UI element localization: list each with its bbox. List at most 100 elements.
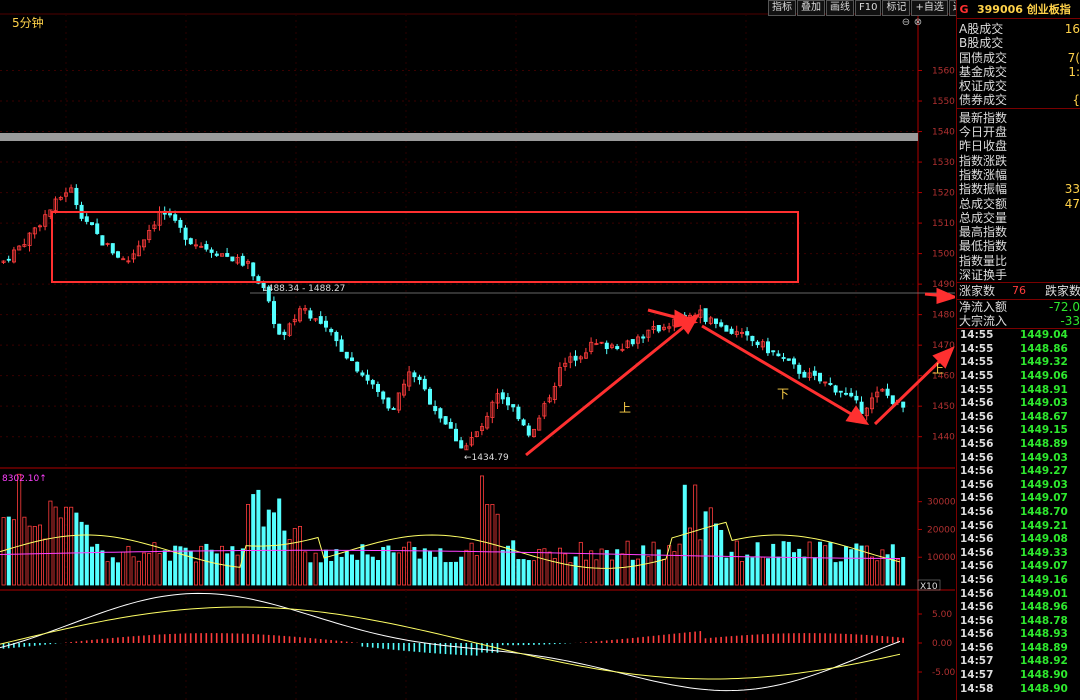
tick-row: 14:56 1449.07 <box>960 560 1068 573</box>
toolbar-overlay-button[interactable]: 叠加 <box>797 0 825 16</box>
candle-body <box>818 372 823 382</box>
price-tick-label: 1540 <box>932 128 955 138</box>
trend-arrows <box>525 287 955 457</box>
panel-row: 今日开盘 <box>959 125 1008 140</box>
toolbar-mark-button[interactable]: 标记 <box>882 0 911 16</box>
volume-bar <box>807 541 812 586</box>
tick-row: 14:56 1449.27 <box>960 465 1068 478</box>
volume-ma-line <box>0 521 901 569</box>
volume-bar <box>636 558 641 586</box>
price-tick-label: 1510 <box>932 219 955 229</box>
candle-body <box>870 397 875 410</box>
candle-body <box>147 229 152 241</box>
volume-bar <box>199 545 204 586</box>
candle-body <box>95 223 100 234</box>
candle-body <box>558 367 563 386</box>
volume-bar <box>147 553 152 586</box>
candle-body <box>266 286 271 302</box>
tick-row: 14:56 1448.89 <box>960 641 1068 654</box>
volume-bar <box>880 549 885 586</box>
candle-body <box>360 372 365 376</box>
volume-bar <box>677 543 682 586</box>
volume-bar <box>381 546 386 586</box>
window-controls: ⊖ ⊗ <box>900 16 924 30</box>
candle-body <box>584 352 589 359</box>
volume-bar <box>760 556 765 586</box>
candle-body <box>282 331 287 336</box>
candle-body <box>495 393 500 404</box>
volume-bar <box>53 506 58 586</box>
volume-bar <box>630 559 635 586</box>
tick-row: 14:56 1449.03 <box>960 451 1068 464</box>
candle-body <box>199 245 204 248</box>
candle-body <box>776 353 781 357</box>
price-tick-label: 1470 <box>932 341 955 351</box>
panel-row: 总成交额 47 <box>959 196 1080 211</box>
volume-bar <box>771 543 776 586</box>
candle-body <box>781 357 786 359</box>
candle-body <box>11 249 16 263</box>
volume-bar <box>188 550 193 586</box>
candle-body <box>636 336 641 344</box>
volume-bar <box>781 541 786 586</box>
close-icon[interactable]: ⊗ <box>913 17 923 28</box>
volume-bar <box>526 560 531 586</box>
candle-body <box>708 317 713 324</box>
index-title: 399006 创业板指 <box>977 3 1071 16</box>
period-label: 5分钟 <box>12 15 44 30</box>
volume-bar <box>95 543 100 586</box>
tick-row: 14:56 1449.15 <box>960 424 1068 437</box>
candle-body <box>323 320 328 328</box>
toolbar-add-watch-button[interactable]: +自选 <box>911 0 948 16</box>
panel-row: 国债成交 7( <box>959 50 1080 65</box>
candle-body <box>152 224 157 229</box>
volume-bar <box>859 545 864 586</box>
volume-bar <box>620 553 625 586</box>
volume-bar <box>682 484 687 586</box>
high-label: 1488.34 - 1488.27 <box>262 284 345 294</box>
price-grid <box>0 70 918 438</box>
candle-body <box>604 342 609 350</box>
tick-row: 14:56 1448.70 <box>960 505 1068 518</box>
volume-bar <box>225 553 230 586</box>
candle-body <box>802 371 807 378</box>
volume-bar <box>495 513 500 586</box>
candle-body <box>277 323 282 335</box>
candle-body <box>859 401 864 414</box>
volume-bar <box>58 517 63 586</box>
volume-bar <box>532 560 537 586</box>
candle-body <box>656 324 661 332</box>
volume-bar <box>266 509 271 586</box>
candle-body <box>219 253 224 257</box>
price-tick-label: 1500 <box>932 250 955 260</box>
volume-bar <box>505 545 510 586</box>
volume-bar <box>38 524 43 586</box>
candle-body <box>573 355 578 361</box>
minimize-icon[interactable]: ⊖ <box>901 17 911 28</box>
kline-chart[interactable]: 1440 1450 1460 1470 1480 1490 1500 1510 1520 1530… <box>0 0 955 700</box>
toolbar-draw-button[interactable]: 画线 <box>826 0 854 16</box>
volume-unit: X10 <box>920 582 938 592</box>
toolbar-indicator-button[interactable]: 指标 <box>768 0 796 16</box>
tick-list[interactable]: 14:55 1449.04 14:55 1448.86 14:55 1449.32 14:5… <box>957 329 1080 696</box>
volume-bar <box>417 558 422 586</box>
candle-body <box>173 214 178 221</box>
candle-body <box>110 243 115 254</box>
volume-bar <box>64 506 69 586</box>
volume-bar <box>22 516 27 586</box>
volume-bar <box>261 526 266 586</box>
volume-bar <box>219 545 224 586</box>
volume-bar <box>542 548 547 586</box>
candle-body <box>245 261 250 264</box>
candle-body <box>43 214 48 227</box>
volume-bar <box>604 550 609 586</box>
toolbar-f10-button[interactable]: F10 <box>855 0 882 16</box>
candle-body <box>844 392 849 395</box>
candle-body <box>615 346 620 350</box>
volume-bar <box>745 554 750 586</box>
panel-header: G 399006 创业板指 <box>957 0 1080 19</box>
candle-body <box>251 262 256 277</box>
candle-body <box>901 401 906 408</box>
volume-rows: A股成交 16 B股成交 国债成交 7(基金成交 1: 权证成交 债券成交{ <box>957 19 1080 108</box>
candle-body <box>646 329 651 338</box>
